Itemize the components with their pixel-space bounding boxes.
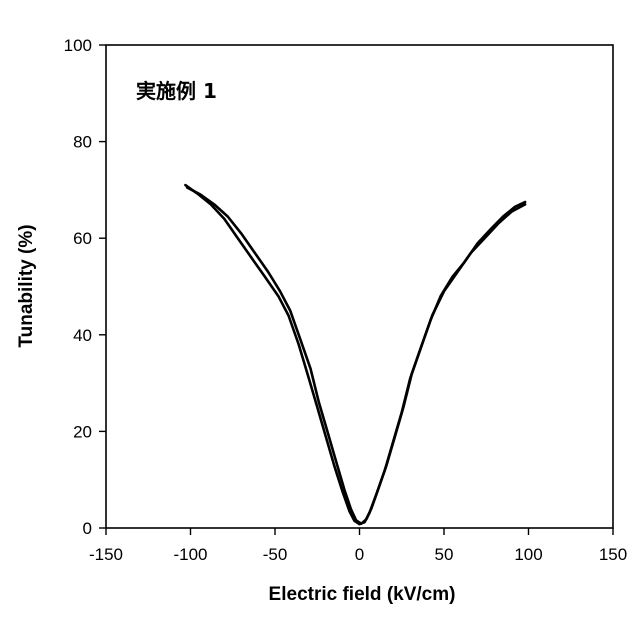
y-tick-label: 40 xyxy=(73,326,92,345)
x-tick-label: 50 xyxy=(435,545,454,564)
chart-annotation: 実施例 1 xyxy=(136,79,217,103)
y-tick-label: 20 xyxy=(73,422,92,441)
y-tick-label: 100 xyxy=(64,36,92,55)
y-tick-label: 80 xyxy=(73,133,92,152)
x-tick-label: 150 xyxy=(599,545,627,564)
y-axis-label: Tunability (%) xyxy=(16,224,37,347)
x-tick-label: 100 xyxy=(514,545,542,564)
x-tick-label: -50 xyxy=(263,545,288,564)
plot-frame xyxy=(106,45,613,528)
x-tick-label: 0 xyxy=(355,545,364,564)
y-tick-label: 0 xyxy=(83,519,92,538)
x-tick-label: -150 xyxy=(89,545,123,564)
axes: -150 -100 -50 0 50 100 150 0 20 40 60 80 100 xyxy=(64,36,628,564)
y-tick-label: 60 xyxy=(73,229,92,248)
x-axis-label: Electric field (kV/cm) xyxy=(269,584,456,605)
x-tick-label: -100 xyxy=(173,545,207,564)
series-line-1 xyxy=(185,185,525,524)
plot-area xyxy=(185,185,525,524)
